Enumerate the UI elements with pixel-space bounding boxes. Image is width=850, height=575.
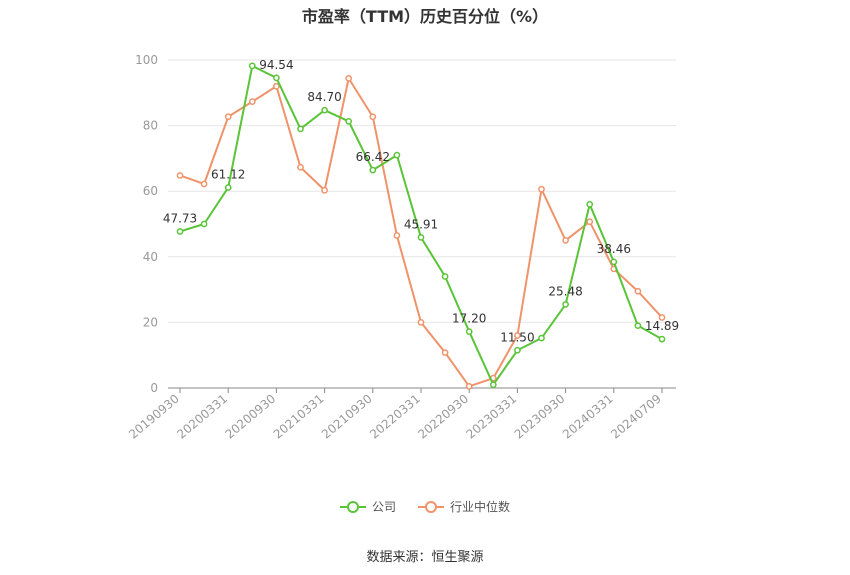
x-tick-label: 20190930 — [126, 392, 182, 442]
x-tick-label: 20220331 — [367, 392, 423, 442]
data-point-company — [200, 220, 208, 228]
y-tick-label: 100 — [135, 53, 158, 67]
data-point-industry-median — [248, 98, 256, 106]
data-point-company — [489, 381, 497, 389]
data-point-company — [562, 301, 569, 308]
data-point-industry-median — [562, 237, 569, 244]
x-tick-label: 20240331 — [560, 392, 616, 442]
chart-title: 市盈率（TTM）历史百分位（%） — [301, 7, 549, 26]
data-point-industry-median — [297, 163, 304, 171]
x-tick-label: 20230930 — [512, 392, 568, 442]
data-point-industry-median — [658, 314, 666, 321]
data-point-company — [610, 258, 618, 266]
legend-item-industry-median[interactable]: 行业中位数 — [418, 498, 510, 515]
data-point-industry-median — [224, 113, 232, 121]
data-point-industry-median — [538, 185, 545, 193]
y-tick-label: 40 — [143, 250, 158, 264]
data-point-industry-median — [369, 113, 377, 121]
data-point-company — [393, 151, 401, 159]
x-tick-label: 20240709 — [608, 392, 664, 442]
data-label: 14.89 — [645, 319, 679, 333]
data-point-industry-median — [345, 75, 353, 82]
data-point-company — [514, 346, 521, 354]
source-note: 数据来源：恒生聚源 — [366, 550, 484, 565]
data-point-industry-median — [586, 218, 594, 226]
data-point-industry-median — [176, 172, 184, 179]
data-point-industry-median — [634, 287, 642, 295]
x-tick-label: 20200331 — [174, 392, 230, 442]
x-tick-label: 20210930 — [319, 392, 375, 442]
data-point-company — [441, 273, 449, 280]
legend: 公司 行业中位数 — [0, 498, 850, 515]
data-label: 84.70 — [307, 90, 341, 104]
data-label: 94.54 — [259, 58, 293, 72]
data-label: 47.73 — [163, 211, 197, 225]
y-tick-label: 0 — [150, 381, 158, 395]
data-point-company — [369, 166, 377, 174]
data-label: 45.91 — [404, 217, 438, 231]
data-point-company — [538, 334, 545, 342]
data-label: 38.46 — [597, 242, 631, 256]
data-point-company — [658, 335, 666, 343]
data-point-industry-median — [321, 186, 328, 194]
x-tick-label: 20210331 — [271, 392, 327, 442]
legend-item-company[interactable]: 公司 — [339, 498, 396, 515]
data-point-industry-median — [465, 383, 473, 390]
data-point-industry-median — [273, 82, 280, 90]
data-point-industry-median — [417, 319, 425, 326]
data-label: 17.20 — [452, 312, 486, 326]
data-label: 66.42 — [356, 150, 390, 164]
data-label: 11.50 — [500, 330, 534, 344]
data-point-industry-median — [200, 180, 208, 188]
x-tick-label: 20220930 — [415, 392, 471, 442]
data-label: 25.48 — [548, 284, 582, 298]
data-point-company — [345, 117, 353, 125]
y-tick-label: 20 — [143, 315, 158, 329]
data-point-company — [297, 125, 304, 133]
data-point-company — [176, 228, 184, 235]
data-point-company — [321, 106, 328, 114]
series-line-industry-median — [179, 77, 663, 388]
data-point-industry-median — [514, 332, 521, 339]
data-point-company — [248, 62, 256, 70]
data-point-company — [465, 328, 473, 335]
data-point-company — [586, 200, 594, 208]
legend-label-industry-median: 行业中位数 — [450, 500, 511, 514]
data-point-company — [224, 184, 232, 191]
legend-marker-company — [339, 500, 366, 514]
data-point-company — [634, 322, 642, 330]
x-tick-label: 20200930 — [223, 392, 279, 442]
data-point-industry-median — [441, 349, 449, 356]
y-tick-label: 80 — [143, 119, 158, 133]
x-tick-label: 20230331 — [464, 392, 520, 442]
legend-label-company: 公司 — [371, 500, 396, 514]
data-label: 61.12 — [211, 168, 245, 182]
y-tick-label: 60 — [143, 184, 158, 198]
data-point-company — [273, 74, 280, 82]
data-point-industry-median — [393, 232, 401, 239]
legend-marker-industry-median — [418, 500, 444, 514]
data-point-company — [417, 234, 425, 241]
